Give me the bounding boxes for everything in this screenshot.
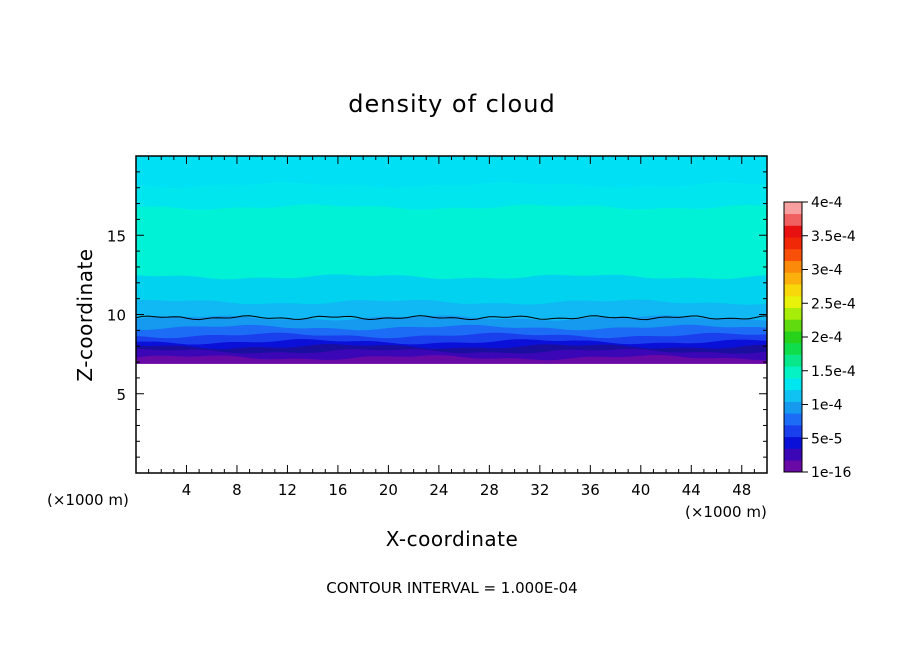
contour-band — [135, 203, 768, 280]
y-tick-label: 15 — [107, 227, 126, 245]
colorbar-swatch — [784, 413, 802, 426]
colorbar-label: 2.5e-4 — [811, 296, 856, 312]
colorbar-swatch — [784, 260, 802, 273]
x-tick-label: 44 — [682, 481, 701, 499]
x-tick-label: 8 — [232, 481, 242, 499]
colorbar-label: 3e-4 — [811, 263, 843, 279]
colorbar-swatch — [784, 366, 802, 379]
x-tick-label: 28 — [480, 481, 499, 499]
colorbar-swatch — [784, 460, 802, 473]
colorbar-swatch — [784, 213, 802, 226]
x-tick-label: 40 — [631, 481, 650, 499]
colorbar-swatch — [784, 401, 802, 414]
y-axis-label: Z-coordinate — [73, 248, 97, 381]
colorbar-label: 1.5e-4 — [811, 364, 856, 380]
x-tick-label: 24 — [429, 481, 448, 499]
colorbar-swatch — [784, 284, 802, 297]
x-tick-label: 20 — [379, 481, 398, 499]
colorbar-swatch — [784, 272, 802, 285]
colorbar-label: 1e-16 — [811, 465, 851, 481]
chart-title: density of cloud — [348, 90, 555, 118]
x-tick-label: 48 — [732, 481, 751, 499]
colorbar-label: 3.5e-4 — [811, 229, 856, 245]
colorbar-swatch — [784, 331, 802, 344]
colorbar-swatch — [784, 248, 802, 261]
contour-band — [135, 155, 768, 188]
colorbar-swatch — [784, 425, 802, 438]
colorbar-label: 1e-4 — [811, 398, 843, 414]
x-unit-label-left: (×1000 m) — [47, 491, 129, 509]
colorbar-swatch — [784, 225, 802, 238]
x-tick-label: 12 — [278, 481, 297, 499]
x-tick-label: 32 — [530, 481, 549, 499]
x-unit-label-right: (×1000 m) — [685, 503, 767, 521]
colorbar-swatch — [784, 436, 802, 449]
y-tick-label: 10 — [107, 307, 126, 325]
colorbar-swatch — [784, 378, 802, 391]
contour-fill-layer — [135, 155, 768, 364]
colorbar-swatch — [784, 237, 802, 250]
colorbar-swatch — [784, 295, 802, 308]
colorbar-swatch — [784, 319, 802, 332]
colorbar-label: 2e-4 — [811, 330, 843, 346]
colorbar-swatch — [784, 307, 802, 320]
x-tick-label: 16 — [328, 481, 347, 499]
contour-line-layer — [135, 315, 768, 321]
colorbar-label: 5e-5 — [811, 431, 842, 447]
colorbar-swatch — [784, 448, 802, 461]
x-tick-label: 4 — [182, 481, 192, 499]
x-tick-label: 36 — [581, 481, 600, 499]
y-tick-label: 5 — [116, 386, 126, 404]
colorbar-swatch — [784, 202, 802, 215]
colorbar-swatch — [784, 389, 802, 402]
colorbar-swatch — [784, 342, 802, 355]
colorbar-label: 4e-4 — [811, 195, 843, 211]
colorbar-swatch — [784, 354, 802, 367]
colorbar: 1e-16 5e-5 1e-4 1.5e-4 2e-4 2.5e-4 3e-4 3.5e-4 4… — [783, 195, 856, 481]
contour-interval-note: CONTOUR INTERVAL = 1.000E-04 — [326, 579, 577, 597]
x-axis-label: X-coordinate — [386, 527, 519, 551]
contour-line — [135, 315, 768, 321]
contour-band — [135, 354, 768, 364]
